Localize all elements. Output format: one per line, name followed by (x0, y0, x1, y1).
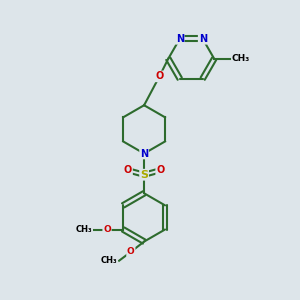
Text: O: O (124, 165, 132, 175)
Text: CH₃: CH₃ (101, 256, 118, 265)
Text: O: O (127, 248, 135, 256)
Text: O: O (155, 71, 164, 81)
Text: N: N (199, 34, 207, 44)
Text: S: S (140, 170, 148, 180)
Text: O: O (103, 225, 111, 234)
Text: N: N (176, 34, 184, 44)
Text: CH₃: CH₃ (76, 225, 92, 234)
Text: O: O (156, 165, 164, 175)
Text: CH₃: CH₃ (232, 54, 250, 63)
Text: N: N (140, 148, 148, 158)
